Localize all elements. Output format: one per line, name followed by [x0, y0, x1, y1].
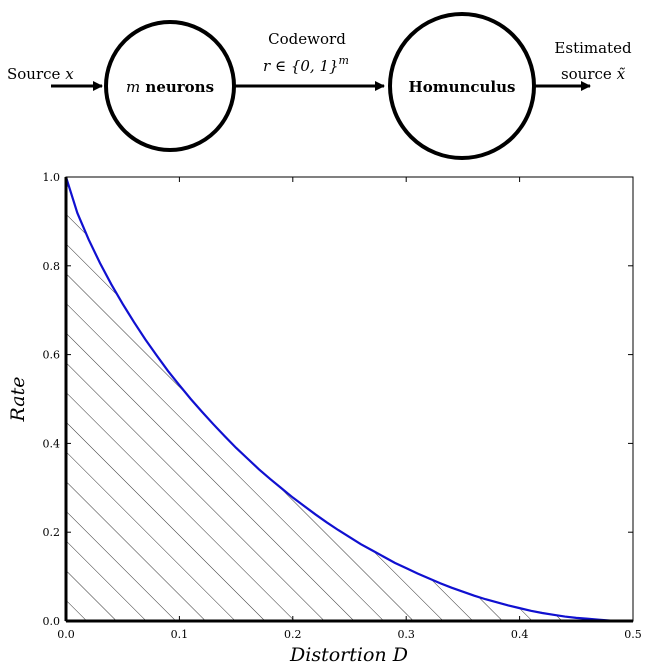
block-diagram: Source x m neurons Codeword r ∈ {0, 1}m … [7, 12, 632, 160]
y-tick-label: 0.4 [43, 437, 61, 450]
y-tick-label: 0.2 [43, 526, 61, 539]
x-tick-label: 0.2 [284, 628, 302, 641]
y-tick-label: 0.0 [43, 615, 61, 628]
x-tick-label: 0.4 [511, 628, 529, 641]
x-tick-label: 0.1 [171, 628, 189, 641]
source-label: Source x [7, 65, 74, 83]
estimated-label-line2: source x̃ [561, 65, 626, 83]
estimated-label-line1: Estimated [554, 39, 632, 57]
chart: 0.0 0.1 0.2 0.3 0.4 0.5 0.0 0.2 0.4 0.6 0.8 1.0 Dis… [7, 171, 642, 666]
y-tick-label: 0.8 [43, 260, 61, 273]
codeword-title: Codeword [268, 30, 346, 48]
y-tick-label: 1.0 [43, 171, 61, 184]
y-axis-label: Rate [7, 377, 29, 423]
x-tick-label: 0.3 [397, 628, 415, 641]
y-tick-label: 0.6 [43, 349, 61, 362]
achievable-region-hatch [66, 177, 633, 621]
homunculus-node-label: Homunculus [409, 78, 516, 96]
x-axis-label: Distortion D [289, 644, 408, 666]
rate-distortion-curve [66, 177, 633, 621]
axis-ticks: 0.0 0.1 0.2 0.3 0.4 0.5 0.0 0.2 0.4 0.6 0.8 1.0 [43, 171, 642, 641]
x-tick-label: 0.0 [57, 628, 75, 641]
codeword-formula: r ∈ {0, 1}m [263, 54, 349, 75]
x-tick-label: 0.5 [624, 628, 642, 641]
neurons-node-label: m neurons [126, 78, 214, 96]
